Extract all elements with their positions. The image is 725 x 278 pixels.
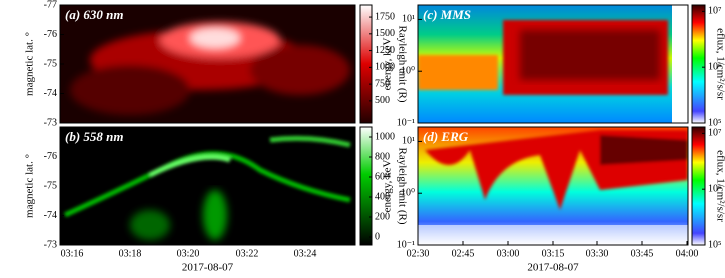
colorbar-label: Rayleigh unit (R) bbox=[396, 148, 408, 225]
colorbar-tick-label: 1500 bbox=[375, 28, 395, 39]
colorbar-frame bbox=[691, 126, 706, 246]
x-tick-label: 03:20 bbox=[177, 248, 200, 259]
image-b bbox=[60, 127, 355, 245]
panel-title: (a) 630 nm bbox=[65, 7, 124, 22]
plot-frame bbox=[417, 4, 689, 124]
x-tick-label: 03:15 bbox=[542, 248, 565, 259]
x-tick-label: 02:30 bbox=[407, 248, 430, 259]
colorbar-tick-label: 800 bbox=[375, 151, 390, 162]
y-tick-label: 10⁻¹ bbox=[397, 117, 415, 128]
x-tick-label: 04:00 bbox=[676, 248, 699, 259]
y-tick-label: 10¹ bbox=[402, 14, 415, 25]
x-tick-label: 03:00 bbox=[497, 248, 520, 259]
colorbar-tick-label: 750 bbox=[375, 78, 390, 89]
colorbar-tick-label: 10⁷ bbox=[708, 128, 722, 139]
colorbar-frame bbox=[359, 126, 373, 246]
panel-title: (c) MMS bbox=[423, 7, 471, 22]
y-tick-label: 10¹ bbox=[402, 136, 415, 147]
y-tick-label: -73 bbox=[44, 239, 57, 250]
colorbar-b bbox=[360, 127, 372, 245]
colorbar-tick-label: 1000 bbox=[375, 62, 395, 73]
colorbar-frame bbox=[691, 4, 706, 124]
x-tick-label: 03:45 bbox=[631, 248, 654, 259]
y-axis-label: energy, keV bbox=[382, 38, 394, 91]
colorbar-label: eflux, 1/cm²/s/sr bbox=[714, 150, 725, 222]
y-tick-label: 10⁻¹ bbox=[397, 239, 415, 250]
colorbar-tick-label: 10⁵ bbox=[708, 117, 722, 128]
x-tick-label: 03:24 bbox=[294, 248, 317, 259]
y-tick-label: -76 bbox=[44, 151, 57, 162]
image-a bbox=[60, 5, 355, 123]
x-tick-label: 03:16 bbox=[61, 248, 84, 259]
colorbar-tick-label: 600 bbox=[375, 171, 390, 182]
colorbar-label: eflux, 1/cm²/s/sr bbox=[714, 28, 725, 100]
colorbar-a bbox=[360, 5, 372, 123]
colorbar-tick-label: 0 bbox=[375, 231, 380, 242]
colorbar-frame bbox=[359, 4, 373, 124]
x-tick-label: 03:18 bbox=[119, 248, 142, 259]
colorbar-tick-label: 1250 bbox=[375, 45, 395, 56]
spectrogram-d bbox=[418, 127, 688, 245]
colorbar-tick-label: 10⁷ bbox=[708, 6, 722, 17]
y-tick-label: 10⁰ bbox=[401, 66, 415, 77]
colorbar-tick-label: 1750 bbox=[375, 11, 395, 22]
y-tick-label: -77 bbox=[44, 0, 57, 10]
y-tick-label: -73 bbox=[44, 117, 57, 128]
colorbar-d bbox=[692, 127, 705, 245]
y-tick-label: -76 bbox=[44, 29, 57, 40]
colorbar-tick-label: 10⁶ bbox=[708, 61, 722, 72]
colorbar-tick-label: 10⁵ bbox=[708, 239, 722, 250]
colorbar-tick-label: 500 bbox=[375, 95, 390, 106]
colorbar-label: Rayleigh unit (R) bbox=[396, 26, 408, 103]
y-axis-label: energy, keV bbox=[382, 160, 394, 213]
x-tick-label: 02:45 bbox=[452, 248, 475, 259]
y-tick-label: -75 bbox=[44, 180, 57, 191]
x-axis-label: 2017-08-07 bbox=[182, 262, 234, 274]
x-tick-label: 03:22 bbox=[236, 248, 259, 259]
y-tick-label: 10⁰ bbox=[401, 188, 415, 199]
colorbar-tick-label: 10⁶ bbox=[708, 183, 722, 194]
y-axis-label: magnetic lat. ° bbox=[24, 154, 36, 218]
y-axis-label: magnetic lat. ° bbox=[24, 32, 36, 96]
colorbar-c bbox=[692, 5, 705, 123]
x-axis-label: 2017-08-07 bbox=[527, 262, 579, 274]
y-tick-label: -74 bbox=[44, 210, 57, 221]
x-tick-label: 03:30 bbox=[586, 248, 609, 259]
y-tick-label: -75 bbox=[44, 58, 57, 69]
y-tick-label: -74 bbox=[44, 88, 57, 99]
colorbar-tick-label: 400 bbox=[375, 191, 390, 202]
colorbar-tick-label: 200 bbox=[375, 211, 390, 222]
colorbar-tick-label: 1000 bbox=[375, 131, 395, 142]
spectrogram-c bbox=[418, 5, 688, 123]
panel-title: (d) ERG bbox=[423, 129, 469, 144]
panel-title: (b) 558 nm bbox=[65, 129, 124, 144]
